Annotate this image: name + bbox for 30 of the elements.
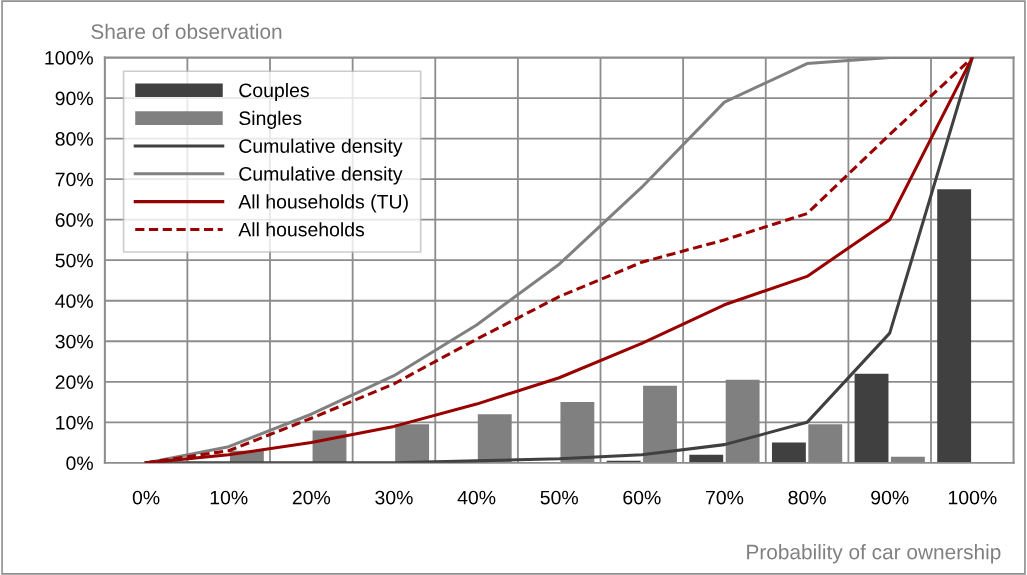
y-tick-label: 80% bbox=[55, 132, 93, 146]
legend-label: All households bbox=[238, 222, 365, 237]
x-tick-label: 50% bbox=[540, 490, 578, 505]
x-tick-label: 90% bbox=[871, 490, 909, 505]
x-tick-label: 100% bbox=[948, 490, 997, 505]
x-tick-label: 30% bbox=[375, 490, 413, 505]
x-tick-label: 0% bbox=[132, 490, 160, 505]
legend-label: Cumulative density bbox=[239, 138, 403, 157]
y-tick-label: 0% bbox=[66, 456, 93, 471]
y-tick-label: 20% bbox=[55, 375, 93, 390]
y-tick-label: 40% bbox=[55, 294, 93, 308]
x-tick-label: 70% bbox=[705, 490, 744, 505]
y-tick-label: 50% bbox=[55, 253, 93, 268]
legend-label: All households (TU) bbox=[238, 194, 408, 213]
x-tick-label: 80% bbox=[788, 490, 826, 505]
x-tick-label: 60% bbox=[623, 490, 661, 505]
x-tick-label: 10% bbox=[210, 490, 248, 505]
y-axis-title: Share of observation bbox=[91, 23, 282, 40]
legend-label: Cumulative density bbox=[239, 166, 403, 185]
y-tick-label: 70% bbox=[55, 172, 93, 187]
legend-label: Couples bbox=[239, 82, 309, 102]
y-tick-label: 10% bbox=[56, 415, 93, 430]
y-tick-label: 100% bbox=[45, 50, 93, 65]
x-tick-label: 20% bbox=[292, 490, 331, 505]
y-tick-label: 30% bbox=[55, 334, 93, 349]
y-tick-label: 60% bbox=[55, 213, 93, 227]
x-tick-label: 40% bbox=[457, 490, 496, 505]
y-tick-label: 90% bbox=[55, 91, 93, 106]
legend-label: Singles bbox=[239, 110, 302, 129]
x-axis-title: Probability of car ownership bbox=[747, 544, 1001, 564]
